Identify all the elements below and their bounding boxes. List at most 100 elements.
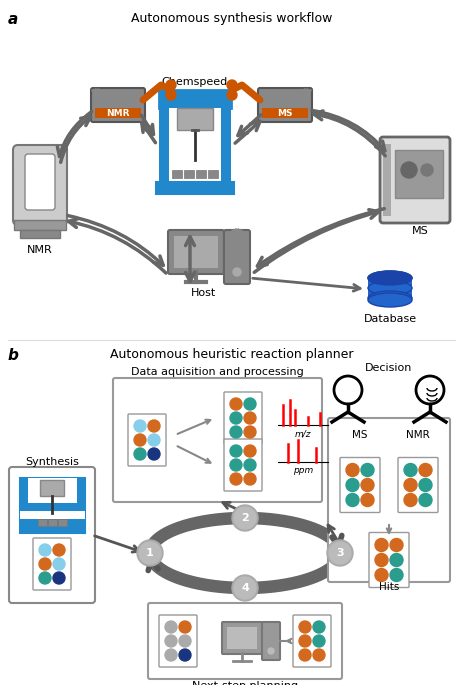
Ellipse shape (368, 271, 412, 285)
Circle shape (134, 448, 146, 460)
Circle shape (244, 412, 256, 424)
FancyBboxPatch shape (224, 230, 250, 284)
Circle shape (53, 558, 65, 570)
Ellipse shape (368, 281, 412, 295)
Text: b: b (8, 348, 19, 363)
Circle shape (166, 90, 176, 100)
Text: Autonomous heuristic reaction planner: Autonomous heuristic reaction planner (110, 348, 354, 361)
Ellipse shape (368, 293, 412, 307)
Bar (159, 90, 231, 108)
FancyBboxPatch shape (33, 538, 71, 590)
Circle shape (230, 473, 242, 485)
Circle shape (390, 538, 403, 551)
Circle shape (230, 426, 242, 438)
Circle shape (268, 648, 274, 654)
Text: m/z: m/z (295, 429, 311, 438)
Circle shape (390, 553, 403, 566)
Circle shape (404, 493, 417, 506)
Circle shape (165, 649, 177, 661)
Circle shape (134, 434, 146, 446)
Circle shape (421, 164, 433, 176)
FancyBboxPatch shape (258, 88, 312, 122)
Bar (58, 519, 67, 526)
Circle shape (53, 544, 65, 556)
Bar (177, 108, 213, 130)
Circle shape (244, 398, 256, 410)
Bar (262, 108, 308, 118)
Circle shape (232, 575, 258, 601)
FancyBboxPatch shape (9, 467, 95, 603)
Circle shape (232, 505, 258, 531)
Circle shape (227, 90, 237, 100)
Circle shape (39, 572, 51, 584)
Circle shape (230, 445, 242, 457)
Circle shape (313, 649, 325, 661)
FancyBboxPatch shape (113, 378, 322, 502)
Bar (159, 90, 169, 190)
FancyBboxPatch shape (369, 532, 409, 588)
Circle shape (346, 479, 359, 492)
FancyBboxPatch shape (380, 137, 450, 223)
Circle shape (39, 544, 51, 556)
Bar (19, 478, 85, 533)
Text: MS: MS (277, 108, 293, 118)
Text: Decision: Decision (365, 363, 413, 373)
Circle shape (230, 412, 242, 424)
Circle shape (401, 162, 417, 178)
Bar (227, 627, 257, 649)
Circle shape (165, 635, 177, 647)
Circle shape (346, 464, 359, 477)
Text: NMR: NMR (27, 245, 53, 255)
Circle shape (327, 540, 353, 566)
Circle shape (165, 621, 177, 633)
Text: Data aquisition and processing: Data aquisition and processing (131, 367, 304, 377)
FancyBboxPatch shape (168, 230, 224, 274)
Bar (172, 170, 182, 178)
Circle shape (179, 621, 191, 633)
FancyBboxPatch shape (13, 145, 67, 225)
FancyBboxPatch shape (128, 414, 166, 466)
FancyBboxPatch shape (262, 622, 280, 660)
FancyBboxPatch shape (222, 622, 262, 654)
Circle shape (234, 507, 256, 529)
Circle shape (51, 156, 65, 170)
Circle shape (329, 542, 351, 564)
FancyBboxPatch shape (224, 439, 262, 491)
Ellipse shape (368, 271, 412, 285)
Circle shape (148, 420, 160, 432)
Bar (221, 90, 231, 190)
Circle shape (230, 398, 242, 410)
Text: Host: Host (191, 288, 217, 298)
Bar (19, 511, 85, 519)
Circle shape (334, 376, 362, 404)
Circle shape (244, 426, 256, 438)
Text: NMR: NMR (406, 430, 430, 440)
Circle shape (299, 649, 311, 661)
FancyBboxPatch shape (91, 88, 145, 122)
Text: 2: 2 (241, 513, 249, 523)
Circle shape (375, 553, 388, 566)
Circle shape (227, 80, 237, 90)
Circle shape (313, 621, 325, 633)
FancyBboxPatch shape (148, 603, 342, 679)
Circle shape (179, 635, 191, 647)
FancyBboxPatch shape (398, 458, 438, 512)
Circle shape (244, 459, 256, 471)
Circle shape (179, 649, 191, 661)
Circle shape (15, 156, 29, 170)
Text: 3: 3 (336, 548, 344, 558)
Bar (368, 278, 412, 300)
Bar (40, 480, 64, 496)
Circle shape (137, 540, 163, 566)
Bar (14, 220, 66, 230)
Circle shape (53, 572, 65, 584)
Text: MS: MS (412, 226, 428, 236)
Bar (208, 170, 218, 178)
FancyBboxPatch shape (340, 458, 380, 512)
Circle shape (404, 479, 417, 492)
Text: NMR: NMR (106, 108, 130, 118)
Circle shape (148, 434, 160, 446)
Circle shape (361, 493, 374, 506)
Circle shape (234, 577, 256, 599)
Circle shape (404, 464, 417, 477)
